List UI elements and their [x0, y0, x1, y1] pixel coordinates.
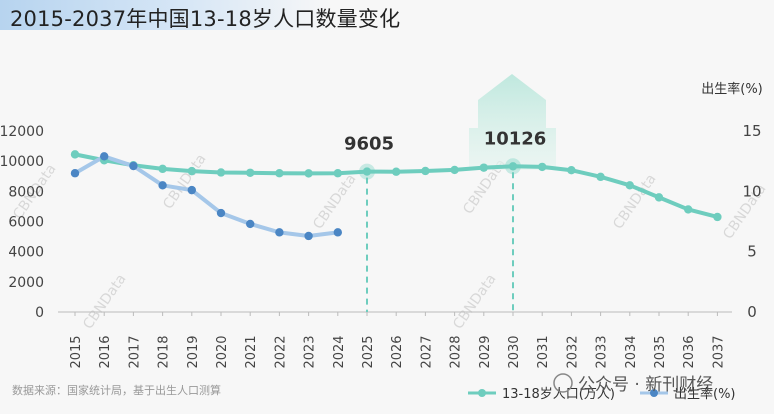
chart-title: 2015-2037年中国13-18岁人口数量变化	[10, 7, 401, 31]
x-tick-label: 2026	[390, 335, 405, 368]
y-left-tick-label: 4000	[8, 245, 44, 261]
x-tick-label: 2023	[303, 335, 318, 368]
birth-rate-point	[216, 208, 226, 218]
axes-layer: 0 2000 4000 6000 8000 10000 12000 0 5 10 15 出生率(%) 2…	[0, 81, 763, 369]
y-left-tick-label: 2000	[8, 275, 44, 291]
x-tick-label: 2037	[711, 335, 726, 368]
legend-label: 13-18岁人口(万人)	[502, 387, 615, 402]
population-point	[479, 163, 488, 172]
x-tick-label: 2031	[536, 335, 551, 368]
legend-marker	[650, 389, 658, 397]
y-right-tick-label: 5	[747, 243, 757, 261]
x-tick-label: 2033	[595, 335, 610, 368]
x-tick-label: 2019	[186, 335, 201, 368]
population-point	[275, 169, 284, 178]
population-point	[684, 205, 693, 214]
population-point	[508, 162, 518, 171]
y-left-tick-label: 12000	[0, 124, 44, 140]
birth-rate-point	[129, 161, 138, 171]
birth-rate-point	[158, 181, 167, 190]
population-point	[333, 169, 342, 178]
x-tick-label: 2035	[653, 335, 668, 368]
legend-marker	[478, 389, 486, 397]
footer: 数据来源：国家统计局，基于出生人口测算 公众号 · 新刊财经	[12, 373, 713, 397]
birth-rate-point	[70, 169, 80, 178]
watermark-layer: CBNData CBNData CBNData CBNData CBNData CBNDa…	[10, 151, 769, 332]
population-point	[216, 168, 226, 177]
y-left-tick-label: 6000	[8, 215, 44, 231]
y-left-tick-label: 10000	[0, 154, 44, 170]
up-arrow-decoration	[469, 74, 556, 170]
population-point	[187, 166, 196, 176]
population-point	[625, 181, 634, 190]
x-tick-label: 2024	[332, 335, 347, 368]
population-point	[304, 169, 313, 178]
title-banner	[0, 0, 330, 30]
watermark-text: CBNData	[160, 151, 209, 212]
x-tick-label: 2029	[478, 335, 493, 368]
x-tick-label: 2022	[273, 335, 288, 368]
y-right-tick-label: 15	[742, 122, 761, 140]
watermark-text: CBNData	[310, 171, 359, 232]
y-right-axis-label: 出生率(%)	[701, 81, 763, 97]
up-arrow-shape	[469, 74, 556, 170]
population-point	[246, 168, 255, 177]
birth-rate-point	[333, 228, 342, 237]
birth-rate-point	[275, 228, 284, 237]
wechat-icon	[553, 373, 573, 393]
population-point	[392, 167, 401, 176]
x-tick-label: 2017	[127, 335, 142, 368]
birth-rate-line	[73, 154, 340, 238]
population-point	[421, 166, 430, 176]
x-tick-label: 2016	[98, 335, 113, 368]
watermark-text: CBNData	[450, 271, 499, 332]
legend-label: 出生率(%)	[674, 386, 736, 402]
population-point	[70, 150, 80, 159]
x-tick-label: 2032	[565, 335, 580, 368]
x-tick-label: 2034	[624, 335, 639, 368]
annotation-label: 10126	[484, 128, 547, 149]
x-tick-label: 2021	[244, 335, 259, 368]
y-left-tick-label: 0	[35, 305, 44, 321]
population-point	[654, 193, 664, 202]
population-point	[450, 165, 459, 175]
birth-rate-point	[100, 152, 109, 161]
annotation-label: 9605	[344, 134, 394, 155]
legend: 13-18岁人口(万人) 出生率(%)	[468, 386, 736, 402]
population-point	[713, 212, 722, 222]
birth-rate-point	[246, 219, 255, 229]
series-points	[70, 150, 722, 241]
x-tick-label: 2020	[215, 335, 230, 368]
x-tick-label: 2030	[507, 335, 522, 368]
population-point	[362, 167, 372, 176]
birth-rate-point	[187, 185, 196, 195]
x-tick-label: 2028	[449, 335, 464, 368]
population-point	[596, 172, 605, 182]
watermark-text: CBNData	[80, 271, 129, 332]
x-tick-label: 2036	[682, 335, 697, 368]
population-point	[567, 166, 576, 175]
x-tick-label: 2025	[361, 335, 376, 368]
population-point	[538, 162, 547, 172]
population-point	[158, 164, 167, 174]
x-tick-label: 2015	[69, 335, 84, 368]
x-tick-label: 2018	[157, 335, 172, 368]
annotation-labels: 9605 10126	[344, 128, 546, 154]
source-note: 数据来源：国家统计局，基于出生人口测算	[12, 383, 221, 397]
y-right-tick-label: 0	[747, 303, 757, 321]
y-right-tick-label: 10	[742, 182, 761, 200]
y-left-tick-label: 8000	[8, 184, 44, 200]
birth-rate-point	[304, 231, 313, 241]
x-tick-label: 2027	[419, 335, 434, 368]
brand-label: 公众号 · 新刊财经	[578, 375, 713, 395]
